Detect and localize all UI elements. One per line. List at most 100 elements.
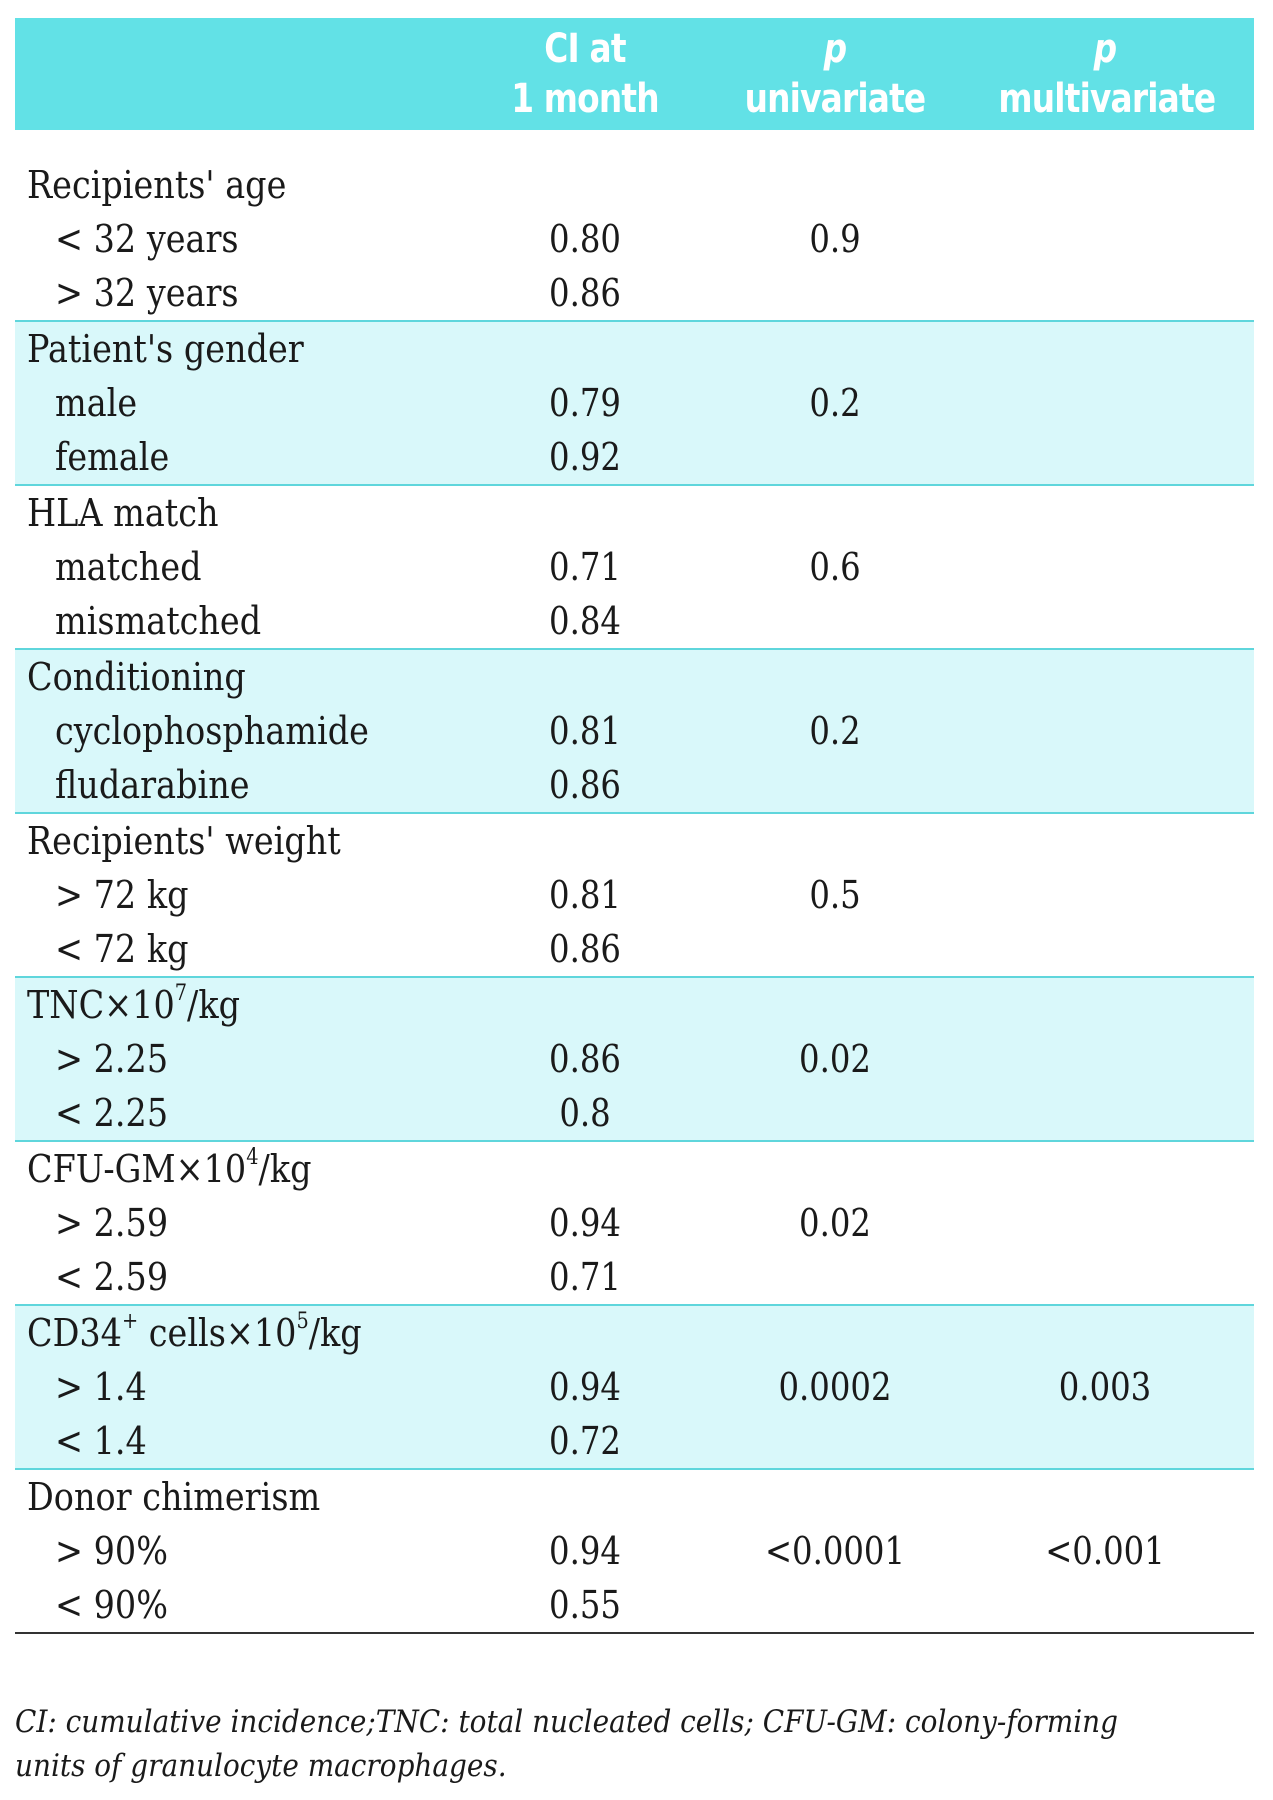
group-title-row: CD34+ cells×105/kg [15,1306,1254,1360]
p-univariate-value: 0.2 [809,709,861,753]
header-ci-at-1-month: CI at 1 month [478,24,691,124]
ci-value: 0.81 [549,709,621,753]
row-label: > 72 kg [55,873,189,917]
p-univariate-value: 0.02 [799,1037,871,1081]
row-label: < 1.4 [55,1419,147,1463]
group-title-row: CFU-GM×104/kg [15,1142,1254,1196]
row-label: > 1.4 [55,1365,147,1409]
p-univariate-value: <0.0001 [764,1529,906,1573]
p-multivariate-value: <0.001 [1045,1529,1165,1573]
header-pu-line1: p [823,26,847,72]
table-row: < 1.4 0.72 [15,1414,1254,1468]
ci-value: 0.86 [549,1037,621,1081]
table-row: matched 0.71 0.6 [15,540,1254,594]
row-label: male [55,381,138,425]
group-title-exponent: 5 [296,1309,309,1335]
ci-value: 0.81 [549,873,621,917]
ci-value: 0.86 [549,927,621,971]
table-row: < 90% 0.55 [15,1578,1254,1632]
group-title-prefix: CD34 [27,1311,122,1355]
ci-value: 0.55 [549,1583,621,1627]
ci-value: 0.92 [549,435,621,479]
ci-value: 0.79 [549,381,621,425]
group-patients-gender: Patient's gender male 0.79 0.2 female 0.… [15,322,1254,486]
ci-value: 0.86 [549,271,621,315]
p-univariate-value: 0.0002 [778,1365,892,1409]
group-title: Conditioning [27,655,246,699]
results-table: CI at 1 month p univariate p multivariat… [15,18,1254,1634]
row-label: > 2.25 [55,1037,169,1081]
table-footnote: CI: cumulative incidence;TNC: total nucl… [15,1704,1118,1784]
group-conditioning: Conditioning cyclophosphamide 0.81 0.2 f… [15,650,1254,814]
p-univariate-value: 0.2 [809,381,861,425]
table-row: male 0.79 0.2 [15,376,1254,430]
group-title-exponent: 7 [174,981,188,1007]
ci-value: 0.84 [549,599,621,643]
ci-value: 0.71 [549,1255,621,1299]
group-title-suffix: /kg [258,1147,312,1191]
ci-value: 0.8 [559,1091,611,1135]
table-row: > 90% 0.94 <0.0001 <0.001 [15,1524,1254,1578]
row-label: < 32 years [55,217,239,261]
p-multivariate-value: 0.003 [1058,1365,1152,1409]
row-label: < 2.59 [55,1255,169,1299]
group-title-row: Conditioning [15,650,1254,704]
table-row: < 32 years 0.80 0.9 [15,212,1254,266]
group-donor-chimerism: Donor chimerism > 90% 0.94 <0.0001 <0.00… [15,1470,1254,1634]
group-title-row: Recipients' weight [15,814,1254,868]
group-title: Patient's gender [27,327,304,371]
table-row: > 72 kg 0.81 0.5 [15,868,1254,922]
row-label: cyclophosphamide [55,709,369,753]
group-title-row: HLA match [15,486,1254,540]
header-pu-line2: univariate [744,76,927,122]
group-recipients-weight: Recipients' weight > 72 kg 0.81 0.5 < 72… [15,814,1254,978]
table-row: > 1.4 0.94 0.0002 0.003 [15,1360,1254,1414]
row-label: mismatched [55,599,262,643]
table-row: female 0.92 [15,430,1254,484]
header-pm-line1: p [1093,26,1117,72]
row-label: < 72 kg [55,927,189,971]
group-tnc: TNC×107/kg > 2.25 0.86 0.02 < 2.25 0.8 [15,978,1254,1142]
group-title: HLA match [27,491,219,535]
header-p-univariate: p univariate [728,24,941,124]
group-title-suffix: /kg [187,983,240,1027]
group-title-prefix: CFU-GM×10 [27,1147,247,1191]
group-title-row: Donor chimerism [15,1470,1254,1524]
table-row: < 2.59 0.71 [15,1250,1254,1304]
group-title: CD34+ cells×105/kg [27,1306,362,1360]
group-cfu-gm: CFU-GM×104/kg > 2.59 0.94 0.02 < 2.59 0.… [15,1142,1254,1306]
group-hla-match: HLA match matched 0.71 0.6 mismatched 0.… [15,486,1254,650]
ci-value: 0.71 [549,545,621,589]
table-row: > 2.25 0.86 0.02 [15,1032,1254,1086]
p-univariate-value: 0.5 [809,873,861,917]
table-row: > 2.59 0.94 0.02 [15,1196,1254,1250]
group-title: Recipients' weight [27,819,341,863]
row-label: > 90% [55,1529,168,1573]
p-univariate-value: 0.02 [799,1201,871,1245]
group-title: TNC×107/kg [27,978,240,1032]
ci-value: 0.86 [549,763,621,807]
row-label: > 32 years [55,271,239,315]
group-recipients-age: Recipients' age < 32 years 0.80 0.9 > 32… [15,130,1254,322]
group-title: CFU-GM×104/kg [27,1142,311,1196]
table-row: cyclophosphamide 0.81 0.2 [15,704,1254,758]
header-ci-line1: CI at [544,26,626,72]
ci-value: 0.94 [549,1529,621,1573]
row-label: fludarabine [55,763,250,807]
group-title-middle: cells×10 [138,1311,297,1355]
group-title-superscript: + [121,1309,139,1335]
group-title: Recipients' age [27,163,287,207]
group-title-row: Patient's gender [15,322,1254,376]
group-title-prefix: TNC×10 [27,983,175,1027]
ci-value: 0.94 [549,1365,621,1409]
p-univariate-value: 0.9 [809,217,861,261]
row-label: < 90% [55,1583,168,1627]
group-title-row: Recipients' age [15,158,1254,212]
header-ci-line2: 1 month [511,76,659,122]
table-row: mismatched 0.84 [15,594,1254,648]
ci-value: 0.94 [549,1201,621,1245]
header-pm-line2: multivariate [998,76,1216,122]
table-header: CI at 1 month p univariate p multivariat… [15,18,1254,130]
p-univariate-value: 0.6 [809,545,861,589]
ci-value: 0.72 [549,1419,621,1463]
